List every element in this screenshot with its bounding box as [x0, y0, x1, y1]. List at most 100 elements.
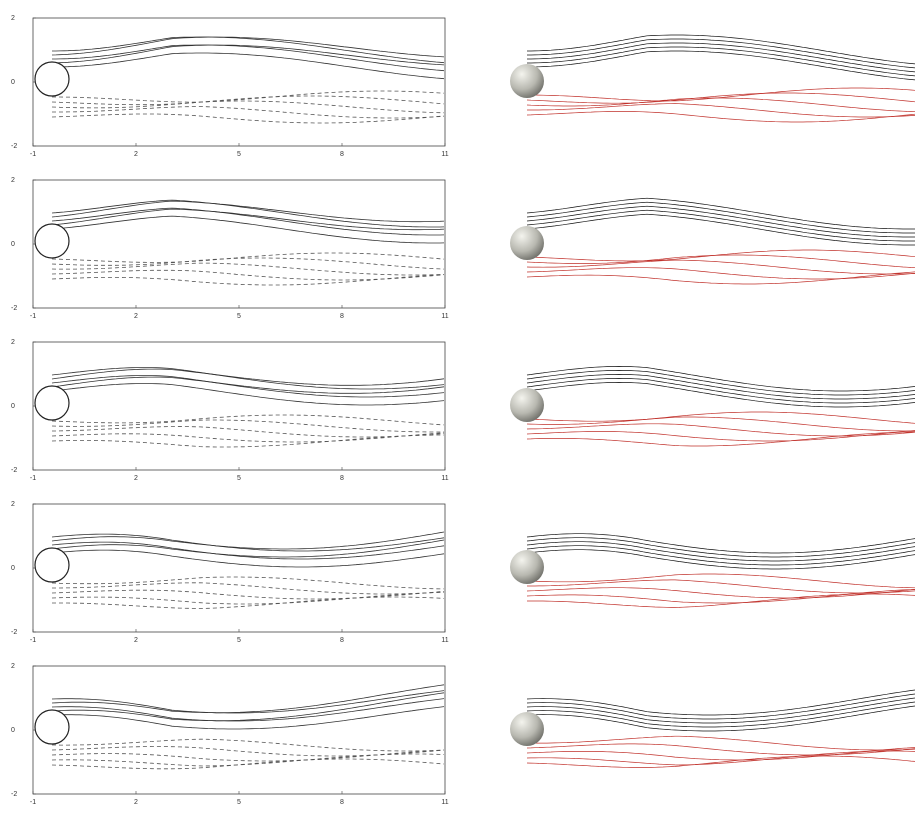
contour-negative	[52, 596, 445, 609]
contour-lower	[526, 747, 916, 761]
contour-positive	[51, 375, 445, 398]
contour-positive	[51, 36, 445, 58]
x-tick-label: 2	[134, 151, 138, 158]
y-tick-label: -2	[11, 143, 17, 150]
contour-upper	[526, 197, 915, 230]
contour-upper	[526, 213, 915, 246]
right-panel	[510, 533, 916, 608]
contour-lower	[526, 267, 916, 280]
contour-lower	[527, 579, 916, 594]
contour-upper	[526, 378, 916, 404]
plot-frame	[32, 341, 446, 471]
contour-positive	[51, 44, 445, 66]
left-panel: -1 2 5 8 11 -2 0 2	[11, 501, 449, 644]
x-tick-label: 11	[441, 637, 448, 644]
x-tick-label: 8	[340, 313, 344, 320]
contour-upper	[526, 374, 916, 400]
x-tick-label: 8	[340, 475, 344, 482]
contour-lower	[526, 111, 916, 123]
left-panel: -1 2 5 8 11 -2 0 2	[11, 339, 449, 482]
y-tick-label: -2	[11, 629, 17, 636]
sphere	[510, 226, 544, 260]
contour-upper	[526, 701, 916, 728]
contour-upper	[526, 537, 916, 558]
x-tick-label: 5	[237, 313, 241, 320]
contour-negative	[51, 432, 445, 443]
left-panel: -1 2 5 8 11 -2 0 2	[11, 663, 449, 806]
contour-upper	[526, 705, 916, 732]
x-tick-label: 2	[134, 799, 138, 806]
contour-negative	[51, 262, 445, 276]
y-tick-label: 2	[11, 15, 15, 22]
cylinder	[34, 385, 70, 421]
x-tick-label: -1	[30, 313, 36, 320]
contour-lower	[527, 103, 916, 118]
x-tick-label: 2	[134, 475, 138, 482]
contour-positive	[51, 215, 445, 244]
contour-negative	[51, 419, 445, 433]
contour-upper	[526, 370, 916, 396]
x-tick-label: -1	[30, 799, 36, 806]
y-tick-label: 0	[11, 241, 15, 248]
contour-upper	[527, 34, 916, 65]
sphere	[510, 388, 544, 422]
contour-negative	[51, 100, 445, 114]
y-tick-label: 2	[11, 177, 15, 184]
contour-lower	[526, 97, 916, 113]
contour-negative	[51, 274, 445, 286]
contour-lower	[526, 431, 915, 447]
contour-positive	[51, 549, 445, 568]
sphere	[510, 712, 544, 746]
x-tick-label: -1	[30, 637, 36, 644]
contour-negative	[51, 269, 445, 281]
right-panel	[510, 689, 916, 768]
x-tick-label: 5	[237, 151, 241, 158]
contour-upper	[526, 541, 916, 562]
contour-lower	[526, 735, 916, 751]
contour-positive	[51, 383, 445, 406]
cylinder	[34, 547, 70, 583]
contour-upper	[526, 366, 916, 392]
contour-positive	[51, 698, 445, 722]
contour-negative	[51, 434, 444, 448]
left-panel: -1 2 5 8 11 -2 0 2	[11, 15, 449, 158]
contour-upper	[527, 50, 916, 81]
y-tick-label: -2	[11, 467, 17, 474]
y-tick-label: 0	[11, 565, 15, 572]
contour-upper	[526, 533, 916, 554]
contour-negative	[51, 758, 445, 770]
left-panel: -1 2 5 8 11 -2 0 2	[11, 177, 449, 320]
contour-positive	[51, 376, 445, 394]
contour-lower	[526, 587, 916, 599]
x-tick-label: -1	[30, 475, 36, 482]
contour-lower	[526, 430, 916, 442]
contour-negative	[52, 738, 445, 752]
x-tick-label: 8	[340, 151, 344, 158]
contour-negative	[51, 113, 445, 124]
contour-lower	[526, 411, 916, 424]
right-panel	[510, 197, 916, 285]
contour-positive	[51, 692, 445, 722]
contour-negative	[52, 90, 445, 103]
x-tick-label: 8	[340, 799, 344, 806]
contour-upper	[526, 549, 916, 570]
x-tick-label: 11	[441, 475, 448, 482]
y-tick-label: 0	[11, 403, 15, 410]
contour-lower	[527, 593, 916, 608]
contour-upper	[526, 693, 916, 720]
contour-positive	[51, 367, 445, 390]
cylinder	[34, 61, 70, 97]
contour-lower	[526, 416, 915, 432]
contour-negative	[51, 591, 445, 605]
contour-positive	[51, 533, 445, 552]
y-tick-label: 2	[11, 663, 15, 670]
y-tick-label: -2	[11, 791, 17, 798]
contour-negative	[51, 257, 445, 270]
contour-upper	[526, 209, 915, 242]
contour-negative	[51, 576, 444, 590]
contour-positive	[51, 706, 445, 730]
contour-lower	[526, 573, 916, 589]
contour-lower	[526, 423, 916, 437]
x-tick-label: 11	[441, 313, 448, 320]
